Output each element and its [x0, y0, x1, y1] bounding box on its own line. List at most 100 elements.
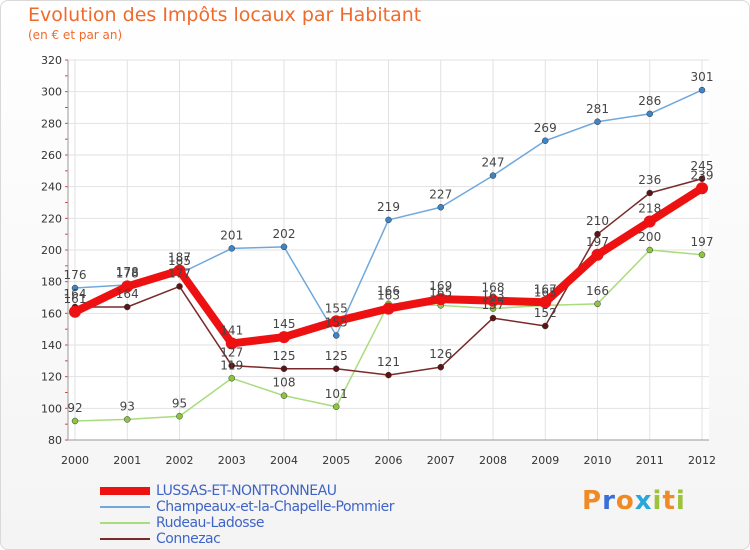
data-point — [434, 293, 447, 306]
data-label: 197 — [586, 235, 609, 249]
logo-letter: t — [662, 486, 676, 516]
logo-letter: i — [675, 486, 686, 516]
logo-letter: i — [652, 486, 663, 516]
data-point — [487, 294, 499, 307]
data-point — [646, 246, 653, 254]
data-point — [124, 416, 131, 423]
x-tick-label: 2005 — [322, 454, 350, 467]
y-tick-label: 180 — [41, 276, 62, 289]
data-label: 166 — [586, 284, 609, 298]
data-label: 166 — [377, 284, 400, 298]
data-label: 161 — [64, 292, 87, 306]
data-label: 152 — [534, 306, 557, 320]
y-tick-label: 300 — [41, 86, 62, 99]
data-label: 301 — [691, 70, 714, 84]
data-label: 177 — [168, 266, 191, 280]
x-tick-label: 2010 — [584, 454, 612, 467]
x-tick-label: 2007 — [427, 454, 455, 467]
data-label: 167 — [534, 282, 557, 296]
chart-legend: LUSSAS-ET-NONTRONNEAU Champeaux-et-la-Cha… — [100, 483, 395, 547]
legend-label: Rudeau-Ladosse — [156, 515, 265, 531]
data-label: 176 — [64, 268, 87, 282]
data-point — [228, 245, 235, 252]
data-label: 101 — [325, 387, 348, 401]
data-point — [71, 417, 79, 425]
data-point — [437, 363, 444, 371]
data-label: 201 — [220, 228, 243, 242]
data-point — [698, 175, 706, 182]
data-point — [542, 137, 549, 144]
data-label: 168 — [482, 281, 505, 295]
logo-letter: r — [602, 486, 616, 516]
data-label: 164 — [64, 287, 87, 301]
data-point — [698, 251, 706, 258]
x-tick-label: 2008 — [479, 454, 507, 467]
x-tick-label: 2004 — [270, 454, 298, 467]
y-tick-label: 140 — [41, 339, 62, 352]
data-label: 157 — [482, 298, 505, 312]
x-tick-label: 2003 — [218, 454, 246, 467]
data-point — [646, 110, 653, 118]
data-label: 125 — [273, 349, 296, 363]
legend-swatch — [100, 538, 150, 540]
legend-swatch — [100, 506, 150, 508]
data-label: 200 — [638, 230, 661, 244]
data-label: 185 — [168, 254, 191, 268]
data-point — [280, 243, 288, 251]
data-point — [385, 216, 392, 224]
data-point — [594, 230, 601, 238]
data-point — [539, 296, 552, 309]
legend-item: LUSSAS-ET-NONTRONNEAU — [100, 483, 394, 499]
data-label: 127 — [220, 346, 243, 360]
data-point — [594, 118, 601, 125]
data-label: 155 — [325, 316, 348, 330]
data-point — [696, 182, 708, 195]
data-label: 197 — [691, 235, 714, 249]
data-label: 169 — [429, 279, 452, 293]
data-point — [176, 413, 183, 420]
y-tick-label: 120 — [41, 371, 62, 384]
data-label: 92 — [67, 401, 82, 415]
proxiti-logo: Proxiti — [582, 486, 686, 516]
data-point — [69, 305, 81, 318]
data-label: 187 — [168, 251, 191, 265]
data-point — [489, 314, 497, 322]
data-label: 281 — [586, 102, 609, 116]
data-label: 155 — [325, 301, 348, 315]
data-point — [121, 280, 134, 293]
data-label: 245 — [691, 159, 714, 173]
legend-swatch — [100, 487, 150, 495]
data-point — [333, 403, 340, 410]
legend-label: Champeaux-et-la-Chapelle-Pommier — [156, 499, 395, 515]
chart-subtitle: (en € et par an) — [28, 28, 123, 42]
data-point — [228, 375, 235, 382]
x-tick-label: 2001 — [113, 454, 141, 467]
data-point — [698, 86, 706, 94]
data-label: 165 — [534, 285, 557, 299]
data-label: 202 — [273, 227, 296, 241]
y-tick-label: 200 — [41, 244, 62, 257]
data-point — [124, 303, 131, 311]
data-point — [71, 284, 79, 292]
data-point — [280, 392, 288, 399]
x-tick-label: 2011 — [636, 454, 664, 467]
data-label: 219 — [377, 200, 400, 214]
data-point — [594, 300, 601, 308]
data-label: 145 — [273, 317, 296, 331]
data-label: 126 — [429, 347, 452, 361]
data-point — [591, 248, 604, 261]
data-label: 119 — [220, 358, 243, 372]
x-tick-label: 2012 — [688, 454, 716, 467]
data-label: 178 — [116, 265, 139, 279]
data-point — [437, 204, 444, 211]
data-label: 93 — [120, 399, 135, 413]
logo-letter: x — [634, 486, 653, 516]
legend-item: Rudeau-Ladosse — [100, 515, 394, 531]
data-label: 95 — [172, 396, 187, 410]
data-point — [489, 172, 497, 179]
y-tick-label: 100 — [41, 402, 62, 415]
y-tick-label: 220 — [41, 212, 62, 225]
data-label: 236 — [638, 173, 661, 187]
data-label: 286 — [638, 94, 661, 108]
